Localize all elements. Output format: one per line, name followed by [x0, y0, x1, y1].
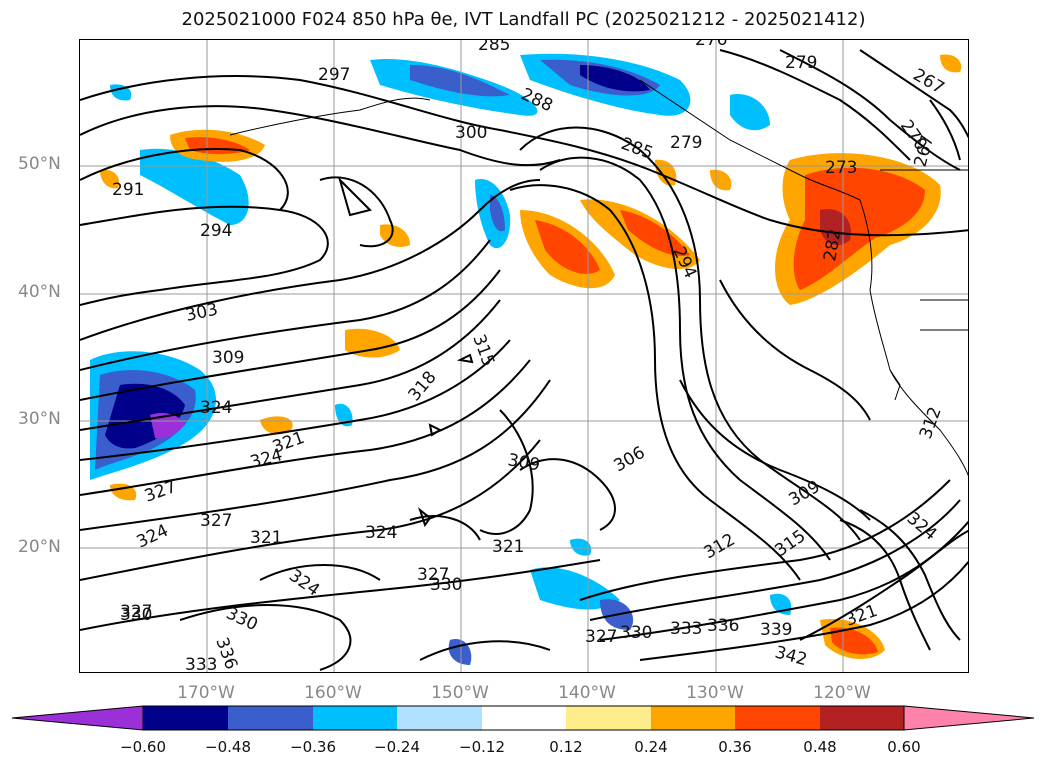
contour-label: 324	[248, 445, 285, 473]
contour-label: 276	[695, 40, 727, 50]
colorbar-tick: −0.60	[120, 738, 166, 756]
colorbar-bin	[651, 706, 735, 730]
map-canvas: 285 297 288 300 285 279 276 279 267 270 …	[80, 40, 968, 673]
lon-label-160w: 160°W	[304, 683, 362, 703]
colorbar-bin	[735, 706, 820, 730]
contour-label: 318	[405, 367, 441, 405]
contour-label: 267	[910, 65, 948, 99]
coastline	[229, 79, 968, 477]
colorbar-tick: 0.48	[803, 738, 837, 756]
contour-label: 321	[843, 601, 880, 631]
colorbar-bin	[313, 706, 397, 730]
contour-label: 327	[200, 511, 232, 531]
contour-label: 321	[250, 528, 282, 548]
colorbar-tick: −0.24	[374, 738, 420, 756]
colorbar-extend-high	[903, 705, 1035, 731]
contour-label: 300	[455, 123, 487, 143]
contour-label: 291	[112, 180, 144, 200]
colorbar	[11, 705, 1035, 731]
colorbar-extend-low	[11, 705, 144, 731]
colorbar-tick: −0.12	[459, 738, 505, 756]
map-panel: 285 297 288 300 285 279 276 279 267 270 …	[79, 39, 969, 673]
colorbar-bin	[228, 706, 313, 730]
lat-label-20n: 20°N	[18, 537, 61, 557]
theta-e-contours	[80, 49, 968, 671]
contour-label: 312	[701, 530, 739, 564]
contour-label: 303	[184, 300, 220, 326]
colorbar-bin	[566, 706, 651, 730]
contour-label: 321	[492, 537, 524, 557]
colorbar-tick: 0.12	[549, 738, 583, 756]
contour-label: 315	[468, 332, 498, 369]
contour-label: 330	[430, 575, 462, 595]
contour-label: 285	[618, 134, 655, 164]
colorbar-bin	[143, 706, 228, 730]
lat-label-50n: 50°N	[18, 154, 61, 174]
colorbar-tick: 0.60	[887, 738, 921, 756]
contour-label: 327	[142, 477, 179, 507]
contour-label: 297	[318, 65, 350, 85]
contour-label: 285	[478, 40, 510, 55]
contour-label: 330	[620, 623, 652, 643]
contour-label: 309	[212, 348, 244, 368]
contour-label: 330	[120, 605, 152, 625]
contour-label: 327	[120, 602, 152, 622]
contour-label: 279	[670, 133, 702, 153]
contour-label: 294	[200, 221, 232, 241]
contour-label: 273	[825, 158, 857, 178]
colorbar-bin	[820, 706, 904, 730]
contour-label: 333	[185, 655, 217, 673]
lon-label-170w: 170°W	[177, 683, 235, 703]
lon-label-140w: 140°W	[558, 683, 616, 703]
contour-label: 327	[417, 565, 449, 585]
lon-label-150w: 150°W	[431, 683, 489, 703]
colorbar-tick: −0.36	[290, 738, 336, 756]
lat-label-30n: 30°N	[18, 409, 61, 429]
contour-label: 342	[773, 643, 810, 671]
colorbar-tick: 0.24	[634, 738, 668, 756]
contour-label: 327	[585, 627, 617, 647]
lon-label-120w: 120°W	[813, 683, 871, 703]
contour-label: 333	[670, 619, 702, 639]
contour-label: 315	[771, 526, 809, 561]
contour-label: 324	[200, 398, 232, 418]
colorbar-tick: 0.36	[718, 738, 752, 756]
contour-label: 339	[760, 620, 792, 640]
contour-label: 306	[611, 443, 649, 477]
contour-label: 279	[785, 53, 817, 73]
lon-label-130w: 130°W	[686, 683, 744, 703]
lat-label-40n: 40°N	[18, 282, 61, 302]
colorbar-bin	[397, 706, 482, 730]
contour-label: 336	[707, 616, 739, 636]
contour-label: 330	[223, 603, 261, 635]
colorbar-bin	[482, 706, 566, 730]
contour-labels: 285 297 288 300 285 279 276 279 267 270 …	[112, 40, 948, 673]
colorbar-tick: −0.48	[205, 738, 251, 756]
contour-label: 324	[365, 523, 397, 543]
map-title: 2025021000 F024 850 hPa θe, IVT Landfall…	[181, 9, 866, 30]
